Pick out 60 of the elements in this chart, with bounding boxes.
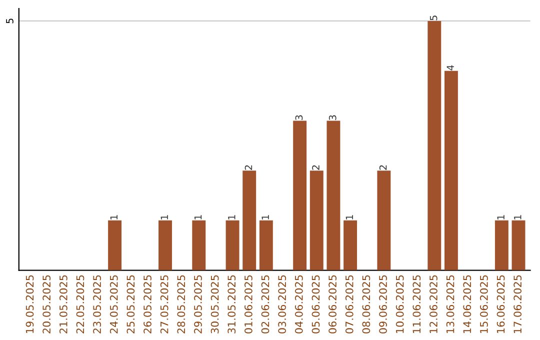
x-tick-label: 07.06.2025 (345, 275, 354, 334)
x-tick-label: 09.06.2025 (379, 275, 387, 334)
x-tick-label: 08.06.2025 (362, 275, 370, 334)
x-tick-label: 28.05.2025 (177, 275, 186, 334)
x-tick-label: 19.05.2025 (26, 275, 34, 333)
x-tick-label: 16.06.2025 (496, 275, 505, 333)
x-tick-label: 02.06.2025 (261, 275, 270, 334)
data-label: 1 (160, 215, 168, 220)
x-tick-label: 30.05.2025 (210, 275, 219, 334)
x-tick-label: 13.06.2025 (446, 275, 454, 333)
bar (428, 20, 442, 270)
x-tick-label: 27.05.2025 (160, 275, 168, 334)
bar (259, 220, 273, 270)
x-tick-label: 12.06.2025 (430, 275, 438, 333)
data-label: 4 (446, 65, 454, 70)
bar (377, 170, 391, 270)
data-label: 1 (228, 215, 236, 220)
data-label: 1 (497, 215, 504, 220)
x-tick-label: 05.06.2025 (312, 275, 320, 334)
x-tick-label: 15.06.2025 (480, 275, 488, 333)
data-label: 3 (328, 115, 336, 120)
data-label: 2 (312, 165, 320, 170)
data-label: 2 (379, 165, 387, 170)
data-label: 2 (244, 165, 252, 170)
bar (226, 220, 240, 270)
x-tick-label: 21.05.2025 (59, 275, 68, 334)
x-tick-label: 29.05.2025 (194, 275, 202, 334)
bar (512, 220, 526, 270)
x-tick-label: 06.06.2025 (328, 275, 336, 334)
data-label: 1 (110, 215, 118, 220)
bar (344, 220, 358, 270)
x-tick-label: 03.06.2025 (278, 275, 286, 334)
bar (108, 220, 122, 270)
x-tick-label: 24.05.2025 (110, 275, 118, 334)
x-tick-label: 01.06.2025 (244, 275, 252, 334)
x-tick-label: 10.06.2025 (396, 275, 404, 333)
x-tick-label: 25.05.2025 (126, 275, 135, 334)
bar (192, 220, 206, 270)
x-tick-label: 11.06.2025 (412, 275, 421, 333)
bar (158, 220, 172, 270)
data-label: 5 (430, 16, 438, 20)
bar (444, 70, 458, 270)
x-tick-label: 04.06.2025 (294, 275, 303, 334)
x-tick-label: 31.05.2025 (228, 275, 236, 334)
x-tick-label: 22.05.2025 (76, 275, 84, 334)
x-tick-label: 17.06.2025 (514, 275, 522, 333)
x-tick-label: 23.05.2025 (93, 275, 101, 334)
bar (310, 170, 324, 270)
x-tick-label: 14.06.2025 (463, 275, 472, 333)
bar (242, 170, 256, 270)
data-label: 1 (262, 215, 269, 220)
x-tick-label: 26.05.2025 (144, 275, 152, 334)
data-label: 1 (514, 215, 522, 220)
bar (293, 120, 307, 270)
bar (326, 120, 340, 270)
x-tick-label: 20.05.2025 (42, 275, 51, 334)
bar (494, 220, 508, 270)
data-label: 1 (346, 215, 353, 220)
data-label: 1 (194, 215, 202, 220)
data-label: 3 (295, 115, 303, 120)
